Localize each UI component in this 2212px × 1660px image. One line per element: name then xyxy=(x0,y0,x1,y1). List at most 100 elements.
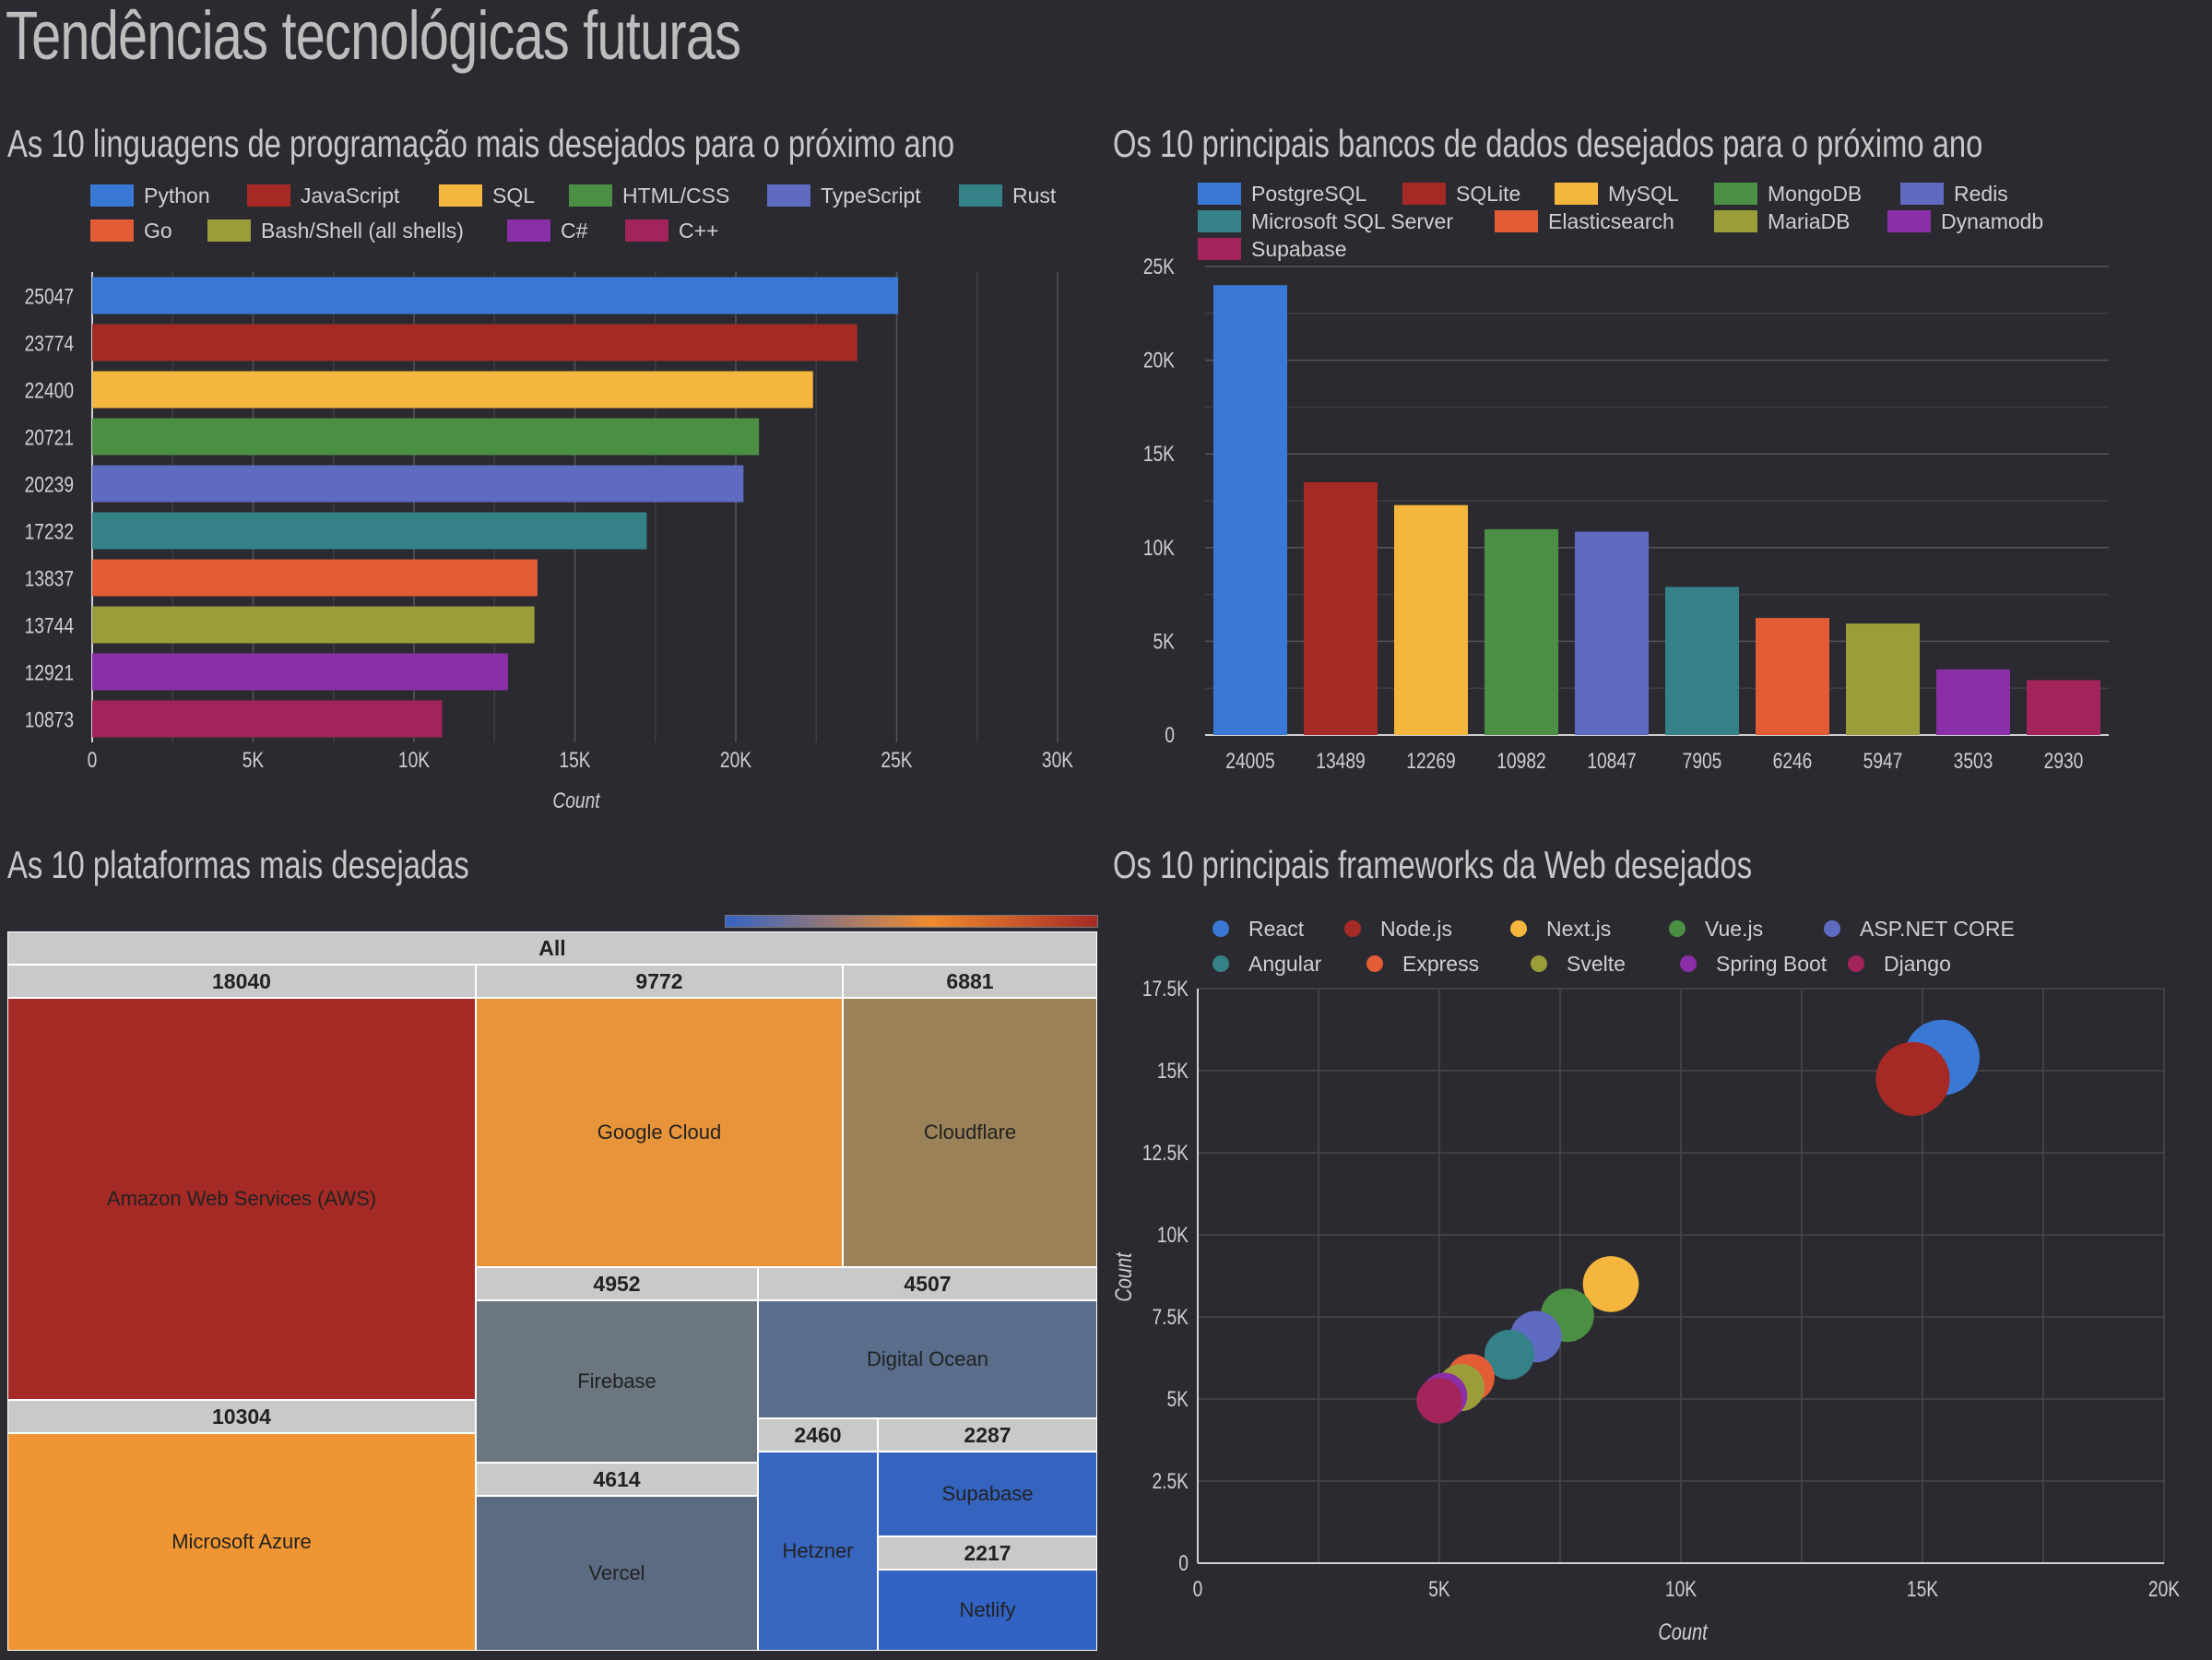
bar-go xyxy=(92,559,538,597)
y-tick-label: 12921 xyxy=(25,659,74,685)
x-tick-label: 24005 xyxy=(1225,748,1274,774)
treemap-header: 10304 xyxy=(7,1400,476,1433)
legend-label: Supabase xyxy=(1251,237,1347,261)
legend-label: HTML/CSS xyxy=(622,184,729,208)
x-tick-label: 6246 xyxy=(1773,748,1813,774)
legend-marker xyxy=(1212,920,1229,937)
y-tick-label: 0 xyxy=(1165,722,1175,748)
treemap-header: 2460 xyxy=(758,1418,878,1452)
x-tick-label: 0 xyxy=(1193,1576,1203,1602)
platforms-chart-title: As 10 plataformas mais desejadas xyxy=(7,843,469,886)
legend-marker xyxy=(1366,955,1383,972)
bar-microsoft-sql-server xyxy=(1665,587,1739,735)
bar-mariadb xyxy=(1846,623,1920,735)
treemap-cell-netlify: Netlify xyxy=(878,1570,1097,1651)
treemap-color-scale xyxy=(725,915,1098,928)
legend-label: PostgreSQL xyxy=(1251,182,1366,206)
treemap-cell-label: Supabase xyxy=(941,1482,1034,1505)
languages-chart-title: As 10 linguagens de programação mais des… xyxy=(7,122,955,165)
legend-swatch xyxy=(1495,210,1538,232)
bubble-next-js xyxy=(1582,1256,1639,1312)
x-tick-label: 7905 xyxy=(1683,748,1722,774)
x-tick-label: 10847 xyxy=(1587,748,1636,774)
legend-label: Rust xyxy=(1012,184,1057,208)
legend-swatch xyxy=(1198,238,1241,260)
treemap-header: 4614 xyxy=(476,1463,758,1496)
bar-typescript xyxy=(92,465,744,503)
legend-marker xyxy=(1212,955,1229,972)
legend-swatch xyxy=(507,219,550,242)
y-tick-label: 22400 xyxy=(25,377,74,403)
y-tick-label: 23774 xyxy=(25,330,74,356)
legend-swatch xyxy=(247,184,290,207)
legend-label: Redis xyxy=(1954,182,2008,206)
x-tick-label: 2930 xyxy=(2044,748,2084,774)
treemap-cell-label: Digital Ocean xyxy=(866,1347,989,1370)
legend-label: C# xyxy=(561,219,588,243)
legend-label: MariaDB xyxy=(1768,209,1850,233)
treemap-cell-label: Netlify xyxy=(959,1598,1016,1621)
legend-marker xyxy=(1531,955,1547,972)
x-tick-label: 0 xyxy=(88,747,98,773)
y-tick-label: 20721 xyxy=(25,424,74,450)
y-tick-label: 7.5K xyxy=(1153,1304,1189,1330)
bar-rust xyxy=(92,512,647,550)
bar-redis xyxy=(1575,531,1649,735)
x-tick-label: 5947 xyxy=(1863,748,1903,774)
bar-dynamodb xyxy=(1936,669,2010,735)
treemap-cell-label: Hetzner xyxy=(782,1539,854,1562)
legend-marker xyxy=(1848,955,1864,972)
legend-label: Express xyxy=(1402,952,1479,976)
frameworks-chart-title: Os 10 principais frameworks da Web desej… xyxy=(1113,843,1753,886)
bar-mysql xyxy=(1394,504,1468,735)
legend-label: Go xyxy=(144,219,172,243)
databases-bar-chart: PostgreSQL SQLite MySQL MongoDB Redis Microso… xyxy=(1143,182,2109,774)
legend-label: TypeScript xyxy=(821,184,921,208)
legend-label: Vue.js xyxy=(1705,917,1763,941)
legend-swatch xyxy=(1887,210,1931,232)
platforms-treemap: All 18040 Amazon Web Services (AWS) 10304 Mi… xyxy=(7,931,1097,1651)
treemap-root-header: All xyxy=(7,931,1097,965)
x-tick-label: 10982 xyxy=(1496,748,1545,774)
legend-swatch xyxy=(959,184,1002,207)
y-tick-label: 20K xyxy=(1143,348,1176,374)
languages-bar-chart: Python JavaScript SQL HTML/CSS TypeScript Rus… xyxy=(25,184,1074,813)
bubble-django xyxy=(1416,1378,1462,1424)
bar-sqlite xyxy=(1304,481,1378,735)
treemap-cell-amazon-web-services-aws-: Amazon Web Services (AWS) xyxy=(7,998,476,1400)
legend-label: ASP.NET CORE xyxy=(1860,917,2015,941)
treemap-header: 6881 xyxy=(843,965,1097,998)
x-tick-label: 5K xyxy=(1428,1576,1450,1602)
x-tick-label: 10K xyxy=(398,747,431,773)
legend-marker xyxy=(1824,920,1840,937)
y-tick-label: 12.5K xyxy=(1142,1140,1189,1166)
treemap-header: 4952 xyxy=(476,1267,758,1300)
legend-swatch xyxy=(1714,183,1757,205)
y-tick-label: 5K xyxy=(1153,628,1176,654)
legend-label: MongoDB xyxy=(1768,182,1862,206)
treemap-header: 18040 xyxy=(7,965,476,998)
legend-label: C++ xyxy=(679,219,718,243)
legend-label: Elasticsearch xyxy=(1548,209,1674,233)
legend-label: SQLite xyxy=(1456,182,1520,206)
bar-c- xyxy=(92,700,443,738)
treemap-cell-label: Firebase xyxy=(577,1370,657,1393)
x-tick-label: 30K xyxy=(1042,747,1074,773)
x-tick-label: 15K xyxy=(559,747,591,773)
legend-label: Svelte xyxy=(1567,952,1626,976)
legend-marker xyxy=(1510,920,1527,937)
legend-label: React xyxy=(1248,917,1305,941)
treemap-cell-label: Amazon Web Services (AWS) xyxy=(106,1187,377,1210)
y-tick-label: 25047 xyxy=(25,283,74,309)
x-tick-label: 12269 xyxy=(1406,748,1455,774)
treemap-cell-label: Microsoft Azure xyxy=(172,1530,312,1553)
treemap-cell-google-cloud: Google Cloud xyxy=(476,998,843,1267)
legend-swatch xyxy=(90,219,134,242)
frameworks-bubble-chart: React Node.js Next.js Vue.js ASP.NET CORE Ang… xyxy=(1111,917,2181,1645)
y-tick-label: 15K xyxy=(1157,1058,1189,1084)
treemap-cell-label: Vercel xyxy=(588,1561,645,1584)
legend-label: Node.js xyxy=(1380,917,1452,941)
treemap-header: 4507 xyxy=(758,1267,1097,1300)
x-axis-label: Count xyxy=(1658,1619,1709,1645)
legend-swatch xyxy=(1714,210,1757,232)
